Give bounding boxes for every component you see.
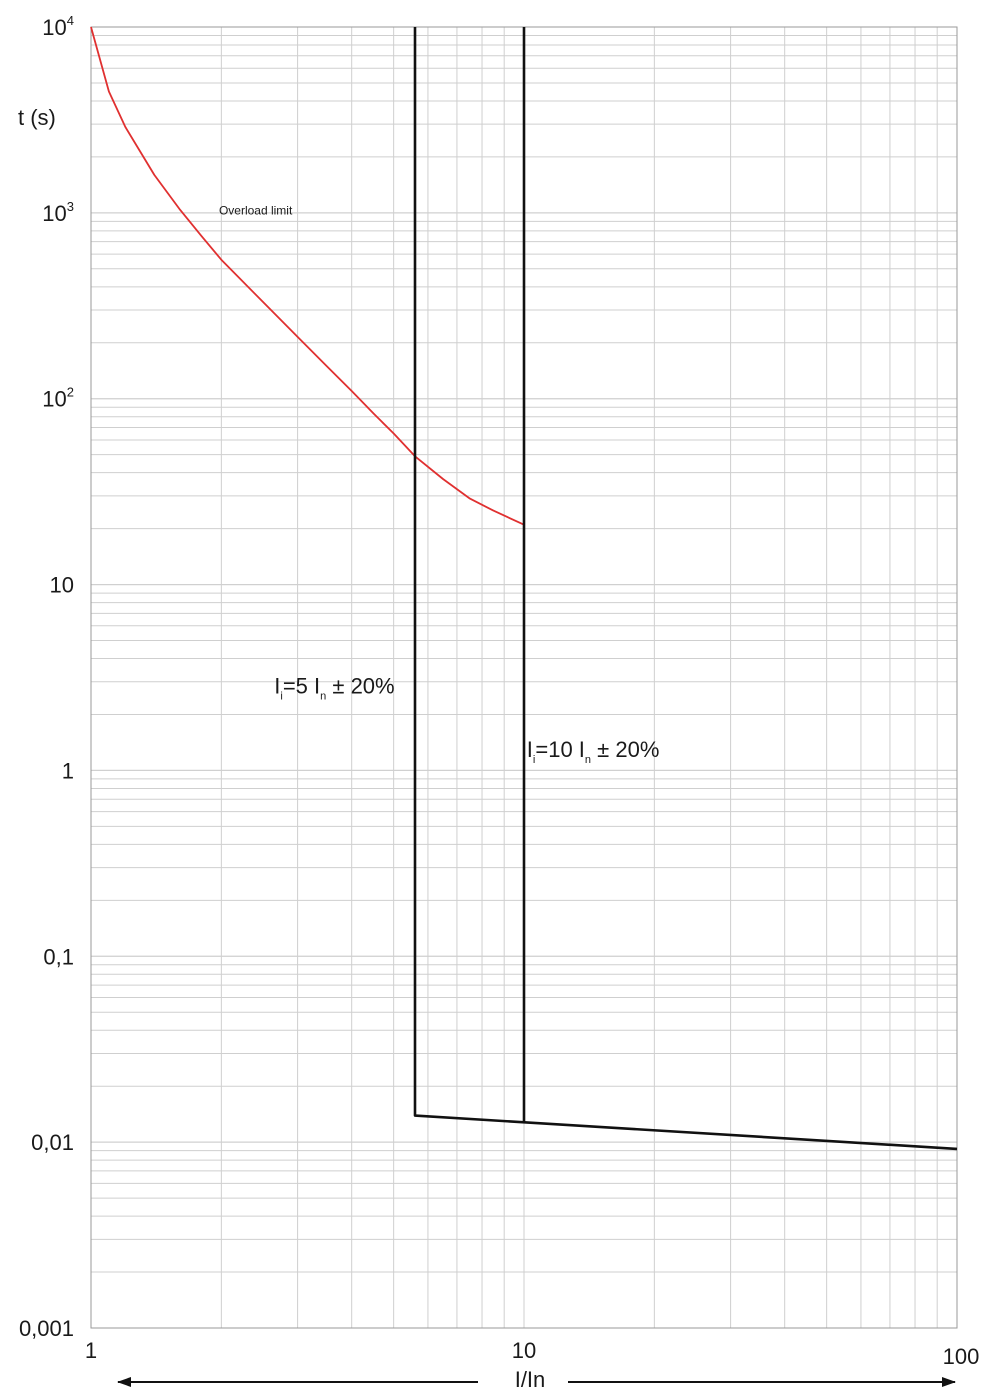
x-tick-label: 100 — [943, 1344, 980, 1369]
trip-setting-label: Ii=5 In ± 20% — [274, 673, 394, 702]
y-tick-exponent: 3 — [67, 199, 74, 214]
y-axis-title: t (s) — [18, 105, 56, 130]
trip-setting-label: Ii=10 In ± 20% — [527, 737, 660, 766]
trip-line-1 — [413, 27, 958, 1151]
y-tick-label: 0,001 — [19, 1316, 74, 1341]
y-tick-label: 1 — [62, 758, 74, 783]
y-tick-label: 104 — [42, 13, 74, 40]
y-tick-exponent: 4 — [67, 13, 74, 28]
y-tick-label: 0,1 — [43, 944, 74, 969]
y-tick-labels: 0,001 0,01 0,1 1 10 102 103 104 — [19, 13, 74, 1341]
annotations: Overload limit Ii=5 In ± 20% Ii=10 In ± 20… — [219, 203, 659, 766]
series-layer — [90, 26, 958, 1151]
x-tick-label: 10 — [512, 1338, 536, 1363]
overload-limit-curve — [90, 26, 525, 526]
y-tick-label: 0,01 — [31, 1130, 74, 1155]
y-tick-exponent: 2 — [67, 385, 74, 400]
x-tick-label: 1 — [85, 1338, 97, 1363]
y-tick-label: 10 — [50, 573, 74, 598]
overload-limit-label: Overload limit — [219, 203, 293, 217]
y-tick-label: 102 — [42, 385, 74, 412]
y-tick-label: 103 — [42, 199, 74, 226]
x-axis-title: I/In — [515, 1367, 546, 1392]
x-tick-labels: 1 10 100 — [85, 1338, 979, 1369]
